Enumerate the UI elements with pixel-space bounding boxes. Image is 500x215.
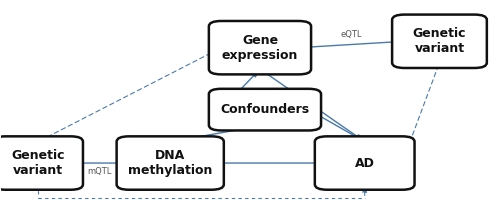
FancyBboxPatch shape: [0, 136, 83, 190]
FancyBboxPatch shape: [392, 15, 487, 68]
Text: mQTL: mQTL: [88, 167, 112, 176]
FancyBboxPatch shape: [116, 136, 224, 190]
Text: eQTL: eQTL: [341, 30, 362, 39]
Text: Genetic
variant: Genetic variant: [12, 149, 65, 177]
FancyBboxPatch shape: [315, 136, 414, 190]
Text: DNA
methylation: DNA methylation: [128, 149, 212, 177]
Text: Confounders: Confounders: [220, 103, 310, 116]
Text: Gene
expression: Gene expression: [222, 34, 298, 62]
Text: Genetic
variant: Genetic variant: [412, 27, 466, 55]
FancyBboxPatch shape: [209, 89, 321, 131]
Text: AD: AD: [354, 157, 374, 170]
FancyBboxPatch shape: [209, 21, 311, 74]
